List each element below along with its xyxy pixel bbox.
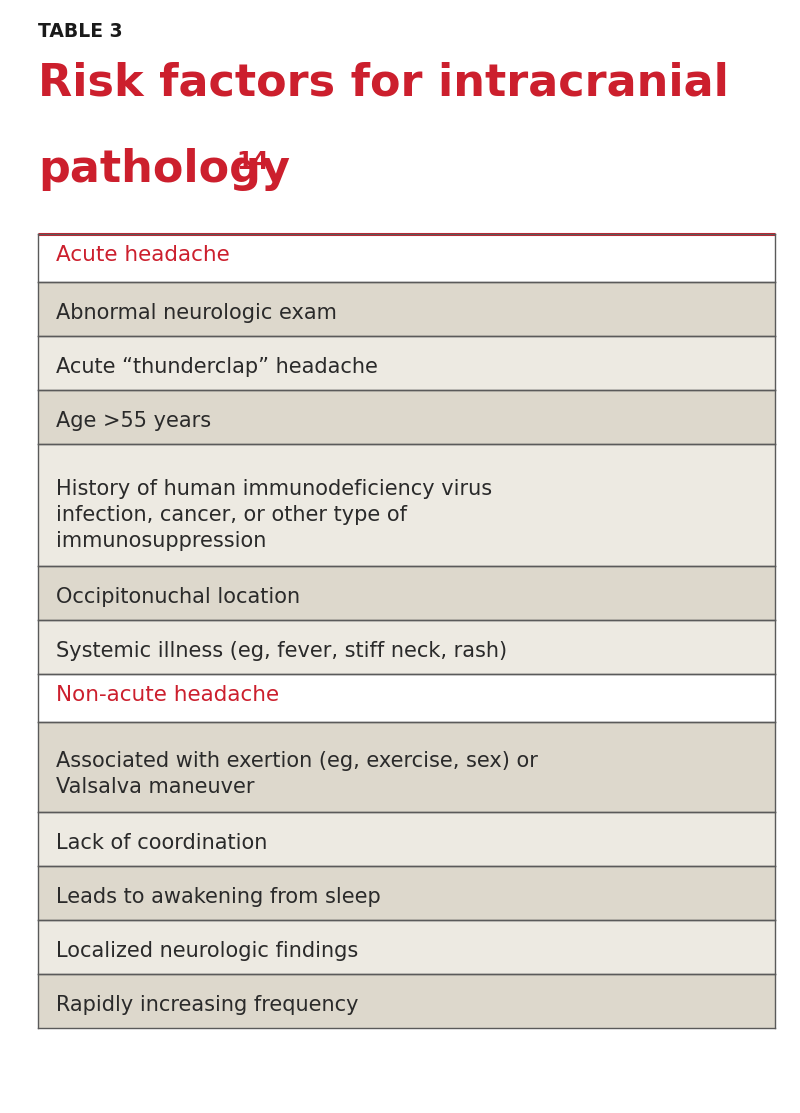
Text: Age >55 years: Age >55 years: [56, 411, 211, 431]
Text: Risk factors for intracranial: Risk factors for intracranial: [38, 62, 729, 105]
Text: Occipitonuchal location: Occipitonuchal location: [56, 587, 300, 607]
Text: Abnormal neurologic exam: Abnormal neurologic exam: [56, 303, 337, 323]
Text: TABLE 3: TABLE 3: [38, 22, 122, 41]
Bar: [38, 282, 775, 336]
Bar: [38, 812, 775, 866]
Text: Lack of coordination: Lack of coordination: [56, 833, 267, 853]
Text: Acute “thunderclap” headache: Acute “thunderclap” headache: [56, 357, 378, 377]
Text: Non-acute headache: Non-acute headache: [56, 684, 279, 705]
Bar: [38, 390, 775, 444]
Bar: [38, 567, 775, 620]
Text: History of human immunodeficiency virus
infection, cancer, or other type of
immu: History of human immunodeficiency virus …: [56, 479, 492, 551]
Bar: [38, 866, 775, 920]
Bar: [38, 674, 775, 722]
Bar: [38, 620, 775, 674]
Text: Associated with exertion (eg, exercise, sex) or
Valsalva maneuver: Associated with exertion (eg, exercise, …: [56, 751, 538, 797]
Bar: [38, 234, 775, 282]
Bar: [38, 722, 775, 812]
Bar: [38, 974, 775, 1028]
Text: 14: 14: [236, 150, 269, 174]
Bar: [38, 444, 775, 567]
Text: Systemic illness (eg, fever, stiff neck, rash): Systemic illness (eg, fever, stiff neck,…: [56, 641, 507, 661]
Text: Leads to awakening from sleep: Leads to awakening from sleep: [56, 887, 381, 907]
Text: Rapidly increasing frequency: Rapidly increasing frequency: [56, 995, 358, 1015]
Bar: [38, 336, 775, 390]
Text: pathology: pathology: [38, 148, 290, 191]
Text: Localized neurologic findings: Localized neurologic findings: [56, 940, 358, 961]
Text: Acute headache: Acute headache: [56, 245, 230, 265]
Bar: [38, 920, 775, 974]
